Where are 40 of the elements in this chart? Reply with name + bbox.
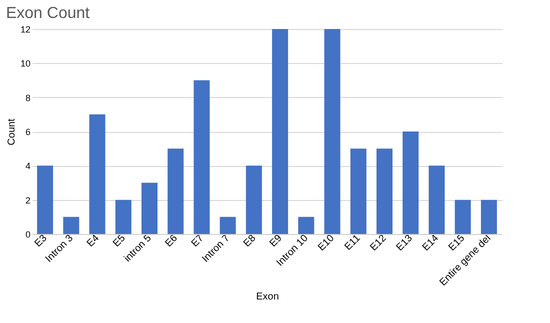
bar: [298, 216, 314, 234]
bar: [168, 148, 184, 234]
y-tick-label: 12: [20, 24, 30, 34]
x-tick-label: E4: [85, 232, 102, 250]
bar: [350, 148, 366, 234]
y-tick-label: 2: [25, 195, 30, 206]
x-tick-label: E13: [394, 232, 416, 254]
bar: [194, 80, 210, 234]
y-tick-label: 10: [20, 58, 30, 69]
bar: [142, 182, 158, 234]
x-tick-label: E14: [420, 232, 442, 254]
x-tick-label: E7: [190, 232, 206, 250]
bar: [324, 29, 340, 234]
bar: [376, 148, 392, 234]
bar: [63, 216, 80, 234]
y-tick-label: 6: [25, 127, 30, 137]
x-tick-label: E12: [368, 232, 390, 254]
x-tick-label: E11: [342, 232, 363, 253]
y-tick-label: 0: [25, 230, 30, 240]
bar: [454, 200, 471, 234]
chart-title: Exon Count: [6, 5, 90, 22]
bar: [220, 216, 236, 234]
x-tick-label: E3: [32, 232, 50, 250]
y-tick-label: 8: [25, 92, 30, 103]
bar: [37, 166, 54, 234]
x-tick-label: E8: [242, 232, 258, 250]
x-tick-label: E9: [268, 232, 285, 250]
x-axis-title: Exon: [256, 292, 279, 303]
bar: [246, 166, 262, 234]
x-tick-label: E6: [163, 232, 180, 250]
bar: [89, 114, 106, 234]
bar: [402, 132, 419, 234]
bar: [272, 29, 288, 234]
x-tick-label: E10: [316, 232, 337, 254]
bar: [428, 166, 445, 234]
y-axis-title: Count: [6, 118, 18, 146]
bar: [115, 200, 132, 234]
x-tick-label: E5: [111, 232, 128, 250]
y-tick-label: 4: [25, 161, 30, 172]
bar: [480, 200, 497, 234]
